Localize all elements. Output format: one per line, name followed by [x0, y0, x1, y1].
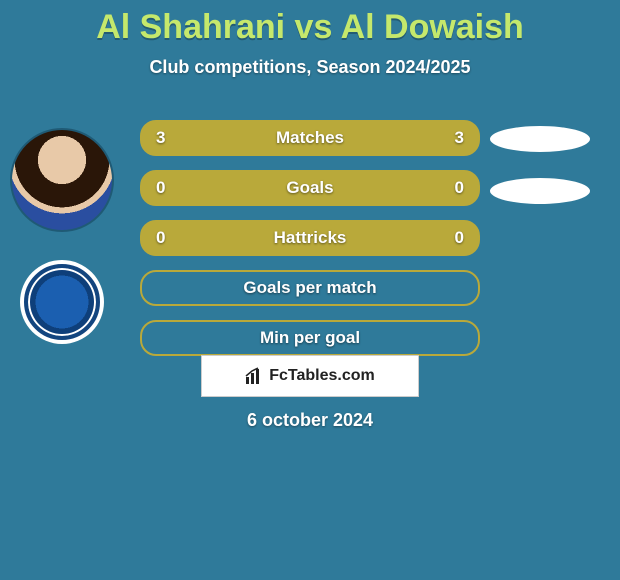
date-text: 6 october 2024 [0, 410, 620, 431]
ratio-pill-2 [490, 178, 590, 204]
subtitle: Club competitions, Season 2024/2025 [0, 57, 620, 78]
stat-left-value: 3 [156, 128, 165, 148]
stat-label: Hattricks [274, 228, 347, 248]
comparison-card: { "title": "Al Shahrani vs Al Dowaish", … [0, 0, 620, 580]
stat-left-value: 0 [156, 178, 165, 198]
watermark: FcTables.com [201, 355, 419, 397]
club-badge-inner [24, 264, 100, 340]
stat-bar: 3 Matches 3 [140, 120, 480, 156]
stat-label: Goals per match [243, 278, 376, 298]
player-avatar [10, 128, 114, 232]
club-badge [20, 260, 104, 344]
stat-label: Goals [286, 178, 333, 198]
ratio-pill-1 [490, 126, 590, 152]
stat-label: Matches [276, 128, 344, 148]
stat-label: Min per goal [260, 328, 360, 348]
stat-right-value: 0 [455, 228, 464, 248]
stat-bar: Min per goal [140, 320, 480, 356]
stat-bar: 0 Goals 0 [140, 170, 480, 206]
page-title: Al Shahrani vs Al Dowaish [0, 0, 620, 47]
stat-bar: Goals per match [140, 270, 480, 306]
chart-icon [245, 367, 263, 385]
stat-left-value: 0 [156, 228, 165, 248]
stats-container: 3 Matches 3 0 Goals 0 0 Hattricks 0 Goals per mat… [140, 120, 480, 370]
watermark-text: FcTables.com [269, 367, 375, 385]
stat-bar: 0 Hattricks 0 [140, 220, 480, 256]
stat-right-value: 3 [455, 128, 464, 148]
stat-right-value: 0 [455, 178, 464, 198]
